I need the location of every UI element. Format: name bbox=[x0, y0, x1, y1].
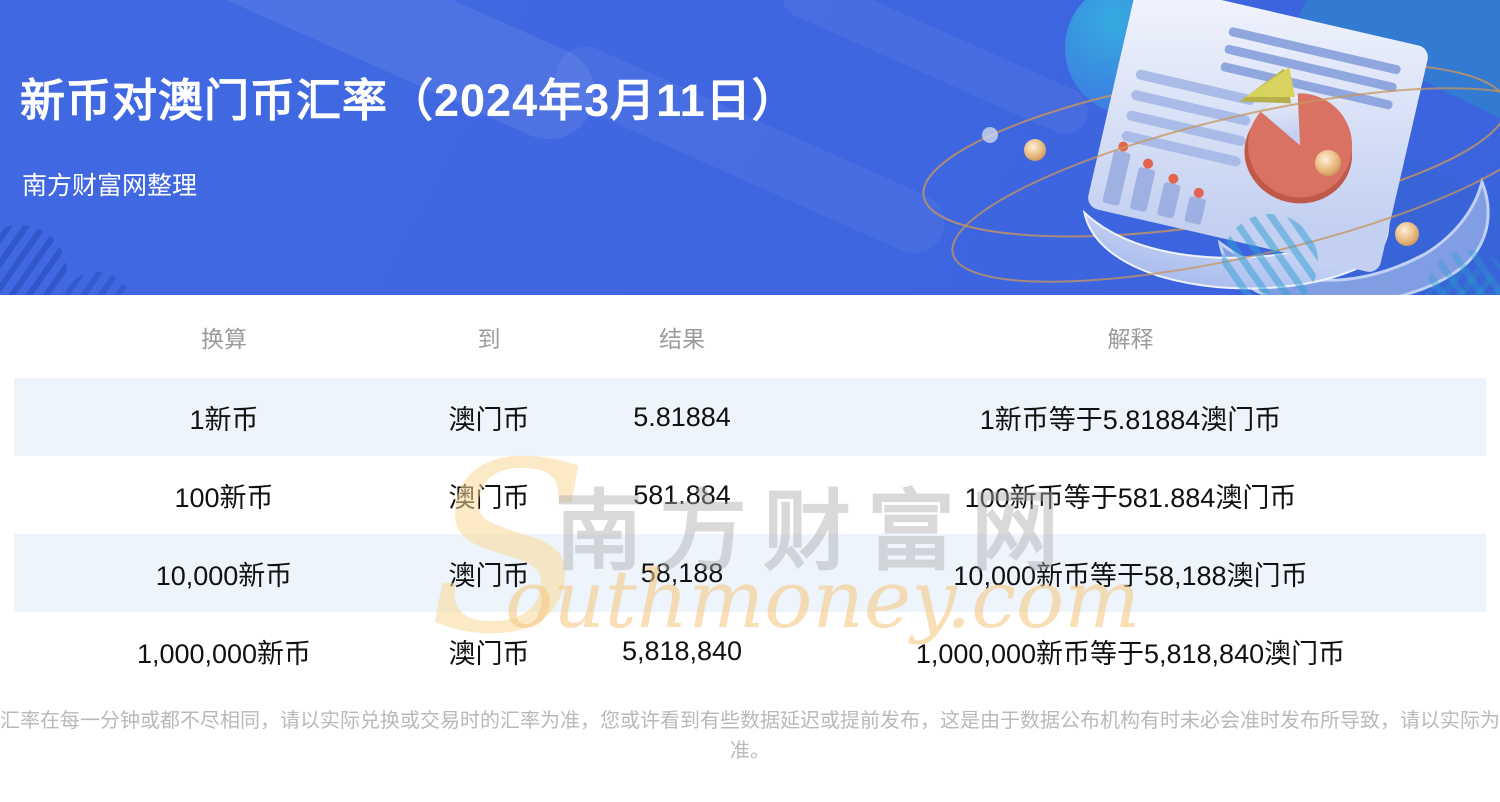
document-chart-illustration bbox=[922, 0, 1500, 295]
cell-explain: 10,000新币等于58,188澳门币 bbox=[953, 560, 1308, 591]
table-row: 1新币 澳门币 5.81884 1新币等于5.81884澳门币 bbox=[14, 378, 1486, 456]
cell-to: 澳门币 bbox=[448, 638, 530, 669]
cell-result: 5,818,840 bbox=[621, 635, 743, 666]
cell-convert: 1,000,000新币 bbox=[136, 638, 312, 669]
cell-to: 澳门币 bbox=[448, 482, 530, 513]
cell-result: 58,188 bbox=[640, 557, 724, 588]
col-header-convert: 换算 bbox=[201, 325, 247, 352]
bar-chart-icon bbox=[1102, 141, 1206, 225]
cell-convert: 1新币 bbox=[189, 404, 259, 435]
table-row: 1,000,000新币 澳门币 5,818,840 1,000,000新币等于5… bbox=[14, 612, 1486, 690]
orbit-spheres bbox=[982, 127, 1419, 246]
cell-explain: 100新币等于581.884澳门币 bbox=[964, 482, 1297, 513]
col-header-result: 结果 bbox=[659, 325, 705, 352]
cell-to: 澳门币 bbox=[448, 404, 530, 435]
cell-convert: 10,000新币 bbox=[155, 560, 293, 591]
col-header-to: 到 bbox=[477, 325, 501, 352]
curled-page bbox=[1217, 177, 1490, 295]
banner: 新币对澳门币汇率（2024年3月11日） 南方财富网整理 bbox=[0, 0, 1500, 295]
cell-explain: 1,000,000新币等于5,818,840澳门币 bbox=[915, 638, 1346, 669]
cell-to: 澳门币 bbox=[448, 560, 530, 591]
cell-convert: 100新币 bbox=[174, 482, 274, 513]
hatched-circle-decor bbox=[0, 225, 67, 295]
cell-explain: 1新币等于5.81884澳门币 bbox=[979, 404, 1282, 435]
table-row: 10,000新币 澳门币 58,188 10,000新币等于58,188澳门币 bbox=[14, 534, 1486, 612]
striped-circle-decor bbox=[1222, 214, 1500, 295]
page-title: 新币对澳门币汇率（2024年3月11日） bbox=[20, 75, 798, 126]
page-subtitle: 南方财富网整理 bbox=[22, 172, 198, 200]
table-row: 100新币 澳门币 581.884 100新币等于581.884澳门币 bbox=[14, 456, 1486, 534]
paper-icon bbox=[1082, 0, 1428, 290]
col-header-explain: 解释 bbox=[1107, 325, 1154, 352]
text-lines-icon bbox=[1220, 27, 1401, 110]
exchange-rate-table: 换算 到 结果 解释 1新币 澳门币 5.81884 1新币等于5.81884澳… bbox=[0, 295, 1500, 690]
disclaimer-text: 汇率在每一分钟或都不尽相同，请以实际兑换或交易时的汇率为准，您或许看到有些数据延… bbox=[0, 710, 1500, 762]
hatched-circle-decor bbox=[62, 272, 132, 295]
table-header-row: 换算 到 结果 解释 bbox=[14, 295, 1486, 378]
cell-result: 5.81884 bbox=[633, 401, 731, 432]
cell-result: 581.884 bbox=[633, 479, 731, 510]
